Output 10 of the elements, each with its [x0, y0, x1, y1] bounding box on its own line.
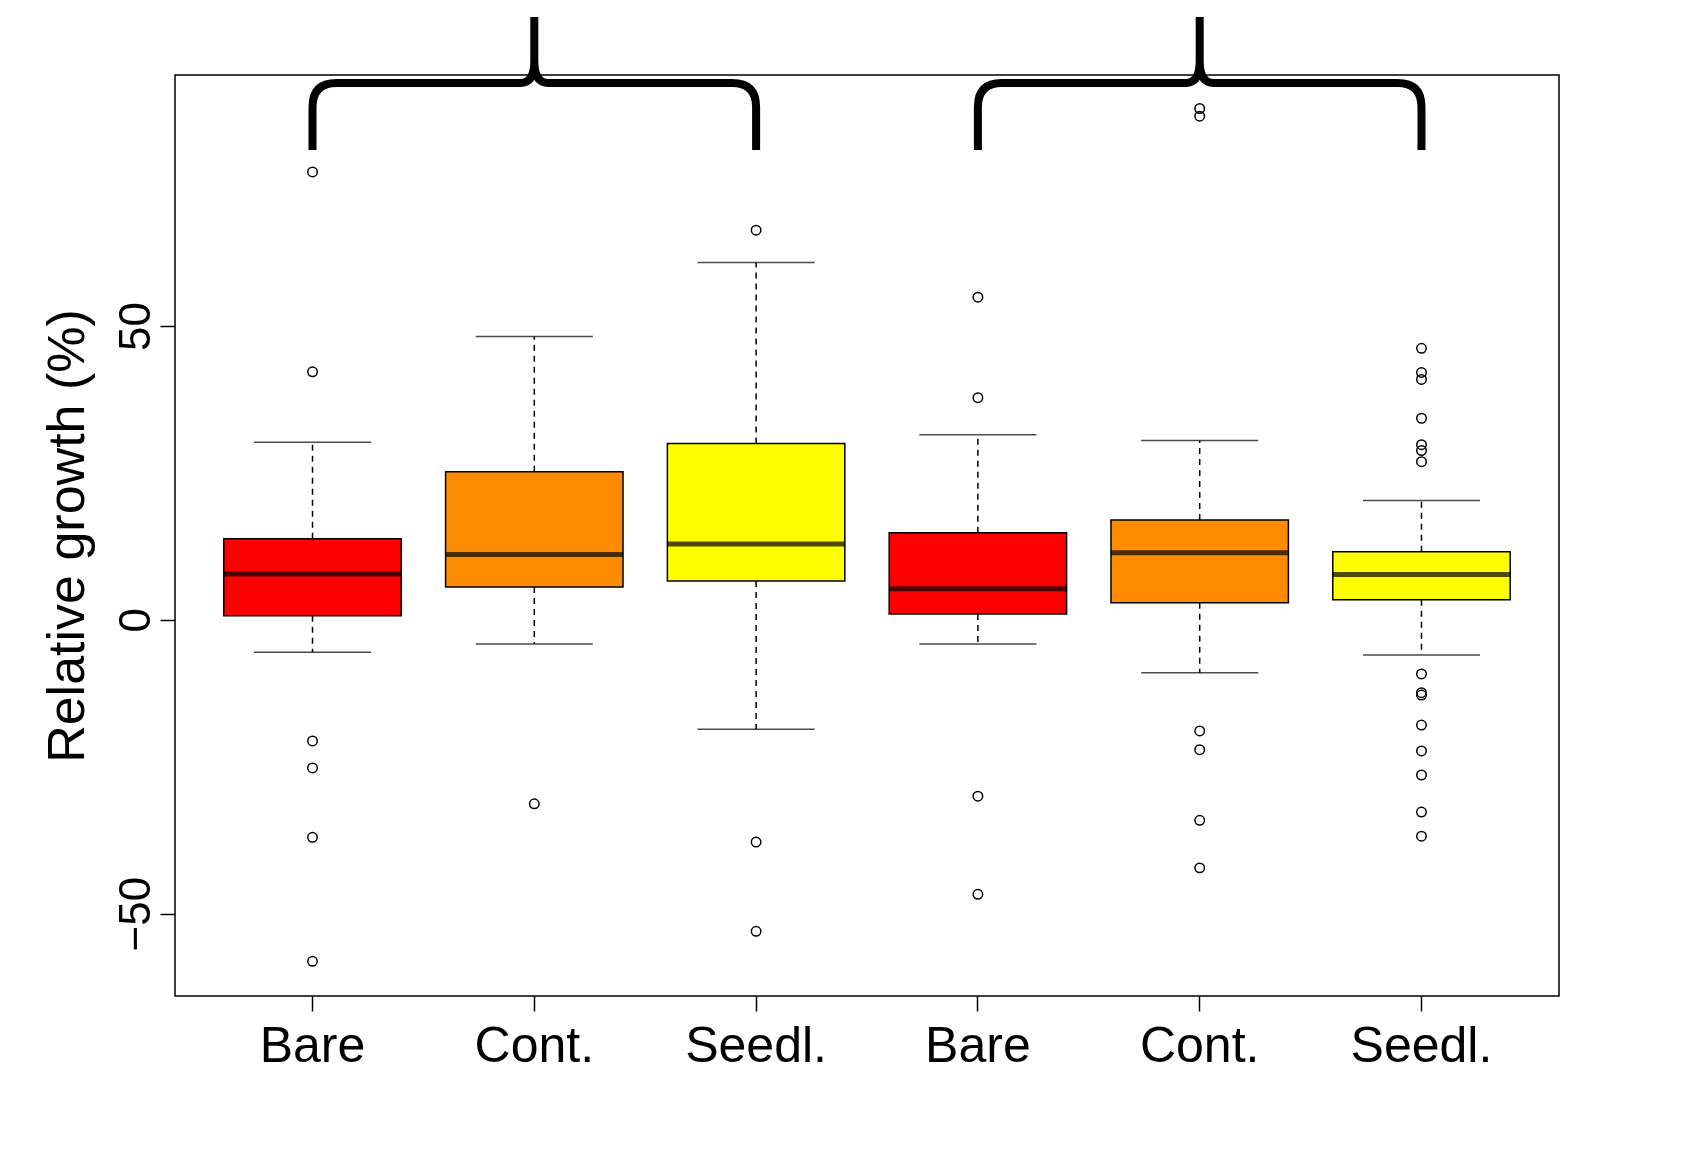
y-tick-label: −50	[109, 876, 159, 952]
y-tick-label: 50	[109, 301, 159, 351]
x-tick-label: Cont.	[1139, 1016, 1260, 1073]
y-axis-title: Relative growth (%)	[36, 309, 95, 763]
x-tick-label: Cont.	[474, 1016, 595, 1073]
x-tick-label: Bare	[925, 1016, 1031, 1073]
y-tick-label: 0	[109, 608, 159, 633]
x-tick-label: Bare	[259, 1016, 366, 1073]
x-tick-label: Seedl.	[685, 1016, 827, 1073]
x-tick-label: Seedl.	[1350, 1016, 1493, 1073]
